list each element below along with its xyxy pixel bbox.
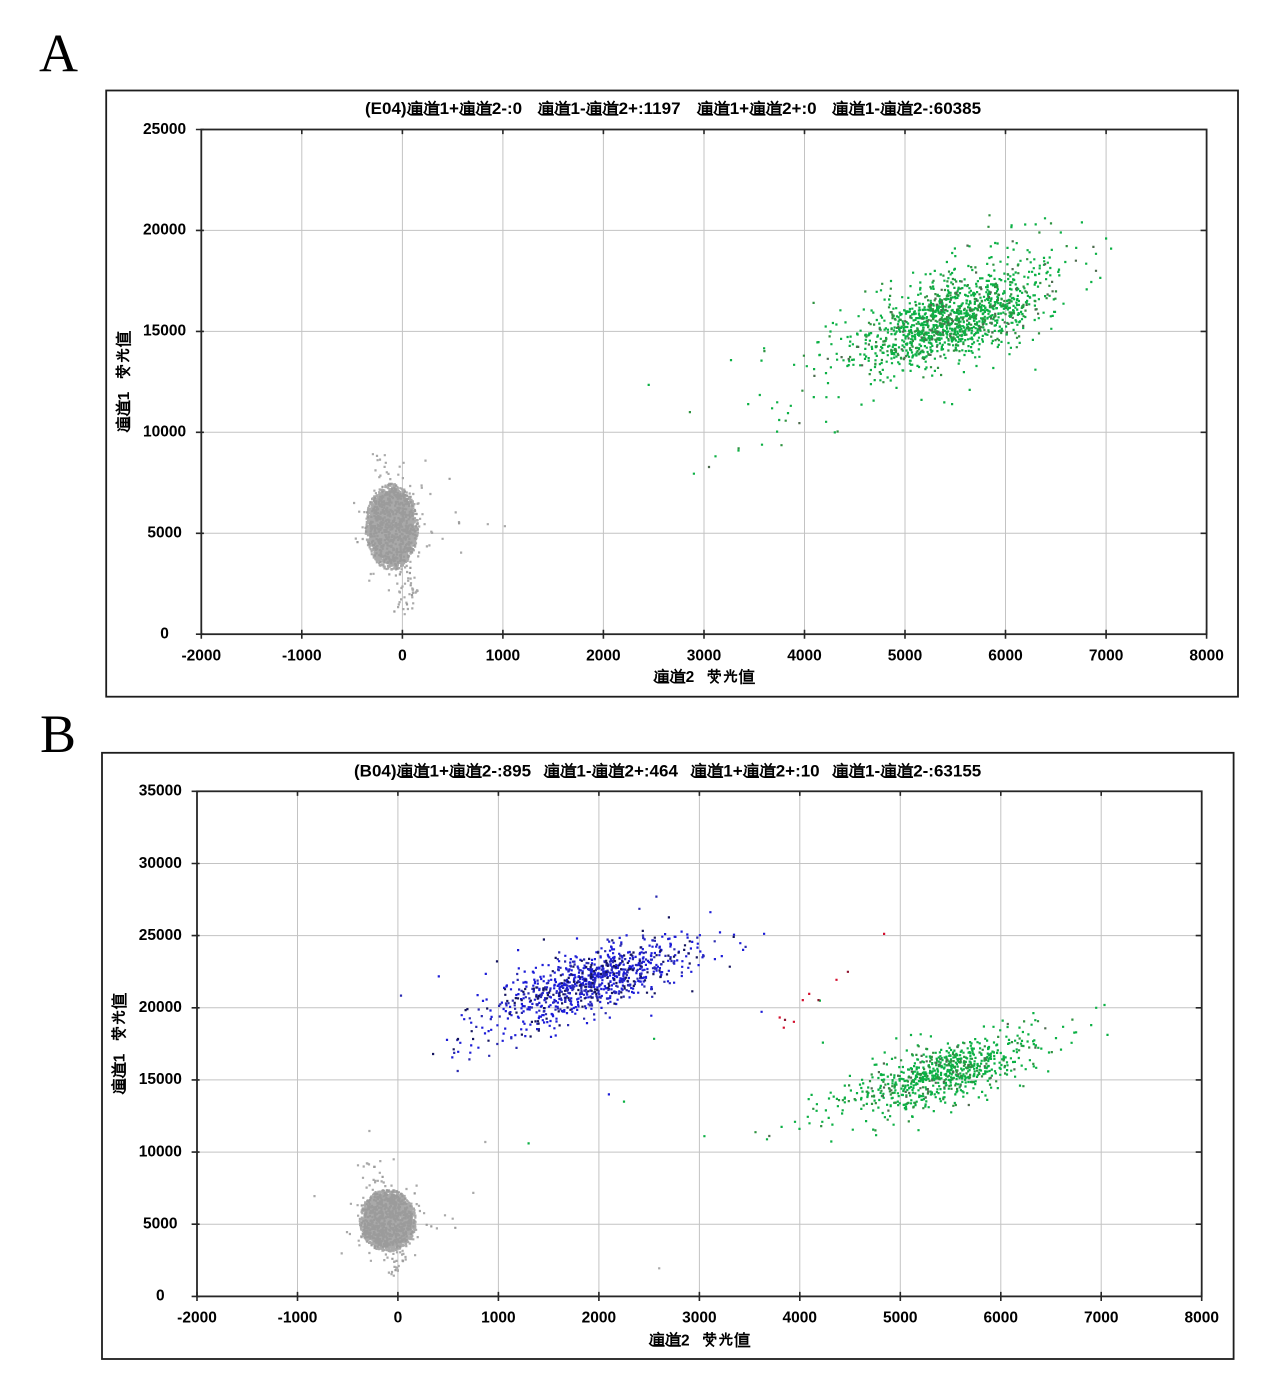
svg-text:1: 1 (112, 1053, 129, 1062)
svg-text:1-: 1- (865, 762, 880, 781)
svg-text:2+:464: 2+:464 (625, 762, 679, 781)
svg-text:2-:0: 2-:0 (492, 99, 522, 118)
svg-text:(E04): (E04) (365, 99, 407, 118)
svg-text:2+:0: 2+:0 (782, 99, 817, 118)
svg-text:7000: 7000 (1084, 1309, 1118, 1326)
svg-text:0: 0 (394, 1309, 403, 1326)
svg-text:2-:60385: 2-:60385 (913, 99, 981, 118)
svg-text:4000: 4000 (783, 1309, 817, 1326)
svg-text:30000: 30000 (139, 855, 182, 872)
svg-text:5000: 5000 (147, 525, 181, 542)
svg-text:-2000: -2000 (177, 1309, 217, 1326)
svg-text:7000: 7000 (1089, 647, 1123, 664)
svg-text:0: 0 (398, 647, 407, 664)
svg-text:-2000: -2000 (181, 647, 221, 664)
svg-text:0: 0 (156, 1288, 165, 1305)
svg-text:2000: 2000 (582, 1309, 616, 1326)
svg-text:10000: 10000 (143, 424, 186, 441)
svg-text:3000: 3000 (687, 647, 721, 664)
svg-text:A: A (39, 24, 78, 84)
svg-text:10000: 10000 (139, 1143, 182, 1160)
svg-text:15000: 15000 (143, 323, 186, 340)
svg-text:2: 2 (686, 669, 695, 686)
svg-text:2+:10: 2+:10 (776, 762, 820, 781)
svg-text:8000: 8000 (1184, 1309, 1218, 1326)
svg-text:B: B (40, 704, 76, 764)
svg-text:3000: 3000 (682, 1309, 716, 1326)
svg-text:20000: 20000 (143, 222, 186, 239)
svg-text:8000: 8000 (1189, 647, 1223, 664)
svg-text:20000: 20000 (139, 999, 182, 1016)
svg-text:5000: 5000 (143, 1216, 177, 1233)
svg-text:35000: 35000 (139, 783, 182, 800)
svg-text:-1000: -1000 (278, 1309, 318, 1326)
svg-text:2: 2 (681, 1332, 690, 1349)
svg-text:25000: 25000 (139, 927, 182, 944)
svg-text:2-:895: 2-:895 (482, 762, 531, 781)
svg-text:2+:1197: 2+:1197 (619, 99, 681, 118)
svg-text:(B04): (B04) (354, 762, 397, 781)
svg-text:-1000: -1000 (282, 647, 322, 664)
svg-text:1000: 1000 (481, 1309, 515, 1326)
svg-text:1: 1 (116, 391, 133, 400)
svg-text:1+: 1+ (730, 99, 749, 118)
svg-text:5000: 5000 (883, 1309, 917, 1326)
svg-text:5000: 5000 (888, 647, 922, 664)
svg-text:6000: 6000 (988, 647, 1022, 664)
svg-text:25000: 25000 (143, 121, 186, 138)
svg-text:1000: 1000 (486, 647, 520, 664)
svg-text:1+: 1+ (440, 99, 459, 118)
svg-text:0: 0 (160, 626, 169, 643)
svg-text:6000: 6000 (984, 1309, 1018, 1326)
svg-text:1-: 1- (865, 99, 880, 118)
svg-text:1+: 1+ (723, 762, 742, 781)
svg-text:1-: 1- (571, 99, 586, 118)
svg-text:2-:63155: 2-:63155 (913, 762, 981, 781)
svg-text:4000: 4000 (787, 647, 821, 664)
svg-text:1-: 1- (576, 762, 591, 781)
svg-text:15000: 15000 (139, 1071, 182, 1088)
svg-text:2000: 2000 (586, 647, 620, 664)
svg-text:1+: 1+ (430, 762, 449, 781)
